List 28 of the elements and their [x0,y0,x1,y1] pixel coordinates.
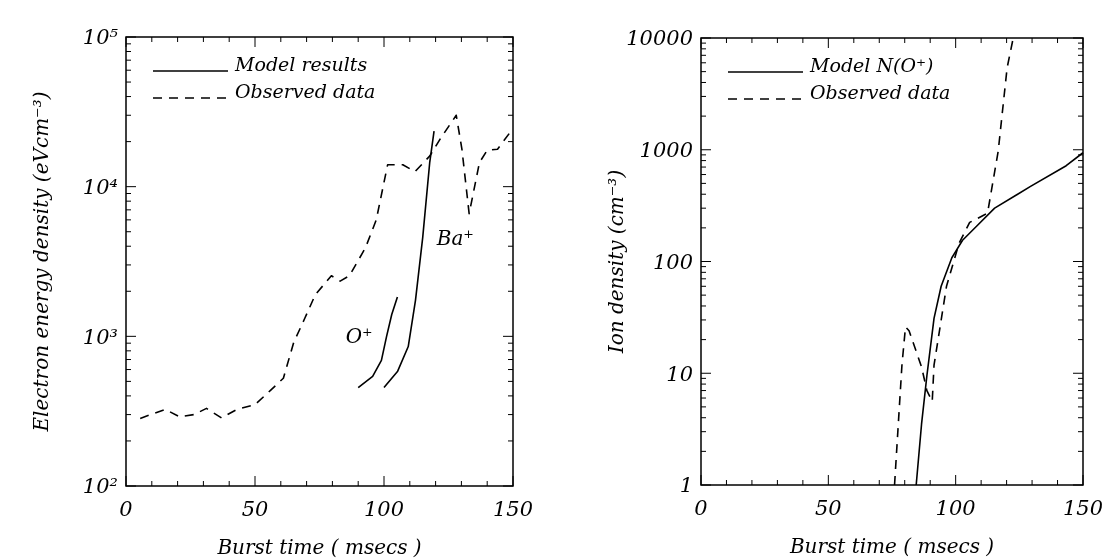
x-tick-label: 0 [119,497,133,521]
y-tick-label: 10² [82,474,118,499]
legend-label: Observed data [235,80,376,102]
x-tick-label: 100 [363,497,405,521]
y-tick-label: 1 [679,473,693,498]
x-tick-label: 150 [1062,496,1104,520]
x-tick-label: 100 [935,496,976,520]
y-tick-label: 1000 [639,138,693,163]
x-tick-label: 50 [241,497,269,521]
legend-label: Observed data [810,81,951,103]
legend-label: Model results [234,53,368,75]
y-tick-label: 10⁴ [82,175,118,200]
y-tick-label: 10000 [626,26,693,51]
annotation: O⁺ [345,324,373,349]
annotation: Ba⁺ [435,225,474,250]
y-axis-title: Ion density (cm⁻³) [604,169,628,355]
y-tick-label: 10⁵ [82,25,119,50]
x-axis-title: Burst time ( msecs ) [216,535,422,559]
y-tick-label: 10³ [82,324,118,349]
x-tick-label: 0 [694,496,708,520]
legend-label: Model N(O⁺) [809,54,934,76]
x-axis-title: Burst time ( msecs ) [788,534,995,558]
x-tick-label: 50 [814,496,842,520]
y-axis-title: Electron energy density (eVcm⁻³) [29,91,53,433]
y-tick-label: 100 [652,249,693,274]
y-tick-label: 10 [666,361,693,386]
line-series [383,130,435,389]
x-tick-label: 150 [492,497,534,521]
